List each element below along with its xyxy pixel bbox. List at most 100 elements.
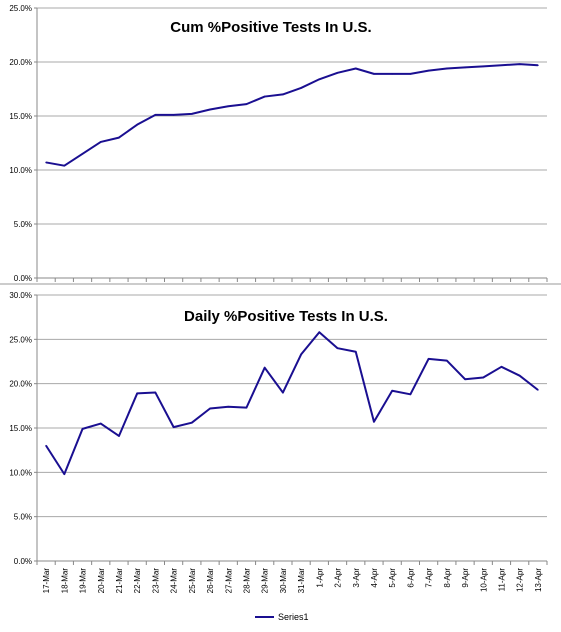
daily-data-point [154, 391, 157, 394]
cum-data-point [409, 73, 412, 75]
daily-x-tick-label: 30-Mar [279, 568, 288, 594]
daily-x-tick-label: 5-Apr [388, 568, 397, 588]
daily-x-tick-label: 10-Apr [479, 568, 488, 592]
cum-data-point [209, 108, 211, 111]
daily-gridlines [37, 294, 547, 518]
daily-data-point [537, 389, 539, 391]
daily-x-tick-label: 26-Mar [206, 568, 215, 594]
daily-data-point [446, 359, 448, 362]
daily-data-point [409, 393, 412, 396]
cum-data-point [373, 73, 375, 75]
cum-data-point [63, 164, 66, 167]
daily-data-point [282, 391, 284, 394]
daily-x-tick-label: 22-Mar [133, 568, 142, 594]
daily-x-tick-label: 25-Mar [188, 568, 197, 594]
daily-data-point [172, 426, 175, 428]
daily-data-point [518, 374, 521, 377]
legend-label: Series1 [278, 612, 309, 622]
cum-data-point [118, 136, 120, 139]
daily-x-tick-label: 3-Apr [352, 568, 361, 588]
daily-x-tick-label: 19-Mar [79, 568, 88, 594]
daily-x-axis-labels: 17-Mar 18-Mar 19-Mar 20-Mar 21-Mar 22-Mar 23-M… [42, 568, 543, 594]
daily-y-tick-label: 0.0% [14, 557, 32, 566]
cum-data-point [518, 63, 521, 65]
daily-positive-chart: 0.0% 5.0% 10.0% 15.0% 20.0% 25.0% 30.0% 17-Mar… [9, 291, 548, 594]
daily-data-point [318, 331, 321, 334]
cum-y-tick-label: 15.0% [9, 112, 32, 121]
cum-y-axis-ticks: 0.0% 5.0% 10.0% 15.0% 20.0% 25.0% [9, 4, 37, 283]
daily-data-point [245, 406, 248, 409]
daily-data-point [336, 347, 339, 350]
cum-gridlines [37, 7, 547, 225]
cum-data-point [263, 95, 266, 98]
daily-series [45, 331, 539, 476]
cum-data-point [464, 66, 466, 69]
daily-x-tick-label: 18-Mar [60, 568, 69, 594]
daily-y-tick-label: 30.0% [9, 291, 32, 300]
daily-y-axis-ticks: 0.0% 5.0% 10.0% 15.0% 20.0% 25.0% 30.0% [9, 291, 37, 566]
cum-x-axis-ticks [36, 278, 548, 282]
cum-data-point [300, 87, 302, 89]
daily-data-point [45, 444, 47, 447]
daily-y-tick-label: 20.0% [9, 380, 32, 389]
daily-y-tick-label: 10.0% [9, 468, 32, 477]
cum-data-point [282, 93, 284, 96]
daily-data-point [263, 366, 266, 369]
cum-data-point [354, 67, 357, 70]
daily-x-tick-label: 27-Mar [224, 568, 233, 594]
daily-data-point [136, 392, 138, 395]
daily-x-tick-label: 17-Mar [42, 568, 51, 594]
daily-data-point [464, 378, 466, 381]
daily-x-tick-label: 8-Apr [443, 568, 452, 588]
cum-data-point [45, 161, 47, 164]
daily-x-tick-label: 6-Apr [406, 568, 415, 588]
daily-x-tick-label: 23-Mar [151, 568, 160, 594]
cum-data-point [172, 114, 175, 116]
daily-y-tick-label: 5.0% [14, 513, 32, 522]
daily-data-point [427, 358, 430, 360]
cum-y-tick-label: 5.0% [14, 220, 32, 229]
daily-data-point [391, 389, 393, 392]
cum-chart-title: Cum %Positive Tests In U.S. [170, 19, 371, 36]
cum-data-point [482, 65, 485, 68]
cum-y-tick-label: 10.0% [9, 166, 32, 175]
cum-positive-chart: 0.0% 5.0% 10.0% 15.0% 20.0% 25.0% Cum %Positi… [9, 4, 548, 283]
cum-series [45, 63, 539, 167]
cum-data-point [391, 73, 393, 75]
daily-series-line-1 [45, 331, 539, 476]
daily-x-tick-label: 31-Mar [297, 568, 306, 594]
cum-data-point [136, 123, 138, 126]
daily-x-tick-label: 20-Mar [97, 568, 106, 594]
daily-data-point [191, 421, 193, 424]
cum-data-point [154, 114, 157, 116]
daily-data-point [81, 428, 84, 430]
cum-data-point [336, 72, 339, 74]
daily-x-tick-label: 13-Apr [534, 568, 543, 592]
cum-data-point [245, 103, 248, 105]
cum-data-point [500, 64, 503, 67]
cum-data-point [427, 69, 430, 72]
daily-x-tick-label: 28-Mar [242, 568, 251, 594]
cum-data-point [537, 64, 539, 67]
legend: Series1 [255, 612, 309, 622]
daily-x-tick-label: 9-Apr [461, 568, 470, 588]
daily-x-tick-label: 29-Mar [261, 568, 270, 594]
cum-data-point [318, 78, 321, 81]
daily-x-tick-label: 12-Apr [516, 568, 525, 592]
daily-data-point [500, 366, 503, 368]
daily-y-tick-label: 25.0% [9, 335, 32, 344]
cum-y-tick-label: 0.0% [14, 274, 32, 283]
daily-x-tick-label: 7-Apr [425, 568, 434, 588]
daily-data-point [373, 420, 375, 423]
cum-data-point [446, 67, 448, 70]
daily-data-point [63, 473, 66, 475]
daily-data-point [227, 405, 230, 408]
daily-data-point [354, 350, 357, 353]
cum-data-point [191, 113, 193, 115]
daily-data-point [482, 376, 485, 379]
cum-data-point [99, 141, 102, 143]
daily-data-point [118, 435, 120, 437]
daily-x-axis-ticks [36, 561, 548, 565]
daily-x-tick-label: 11-Apr [497, 568, 506, 592]
